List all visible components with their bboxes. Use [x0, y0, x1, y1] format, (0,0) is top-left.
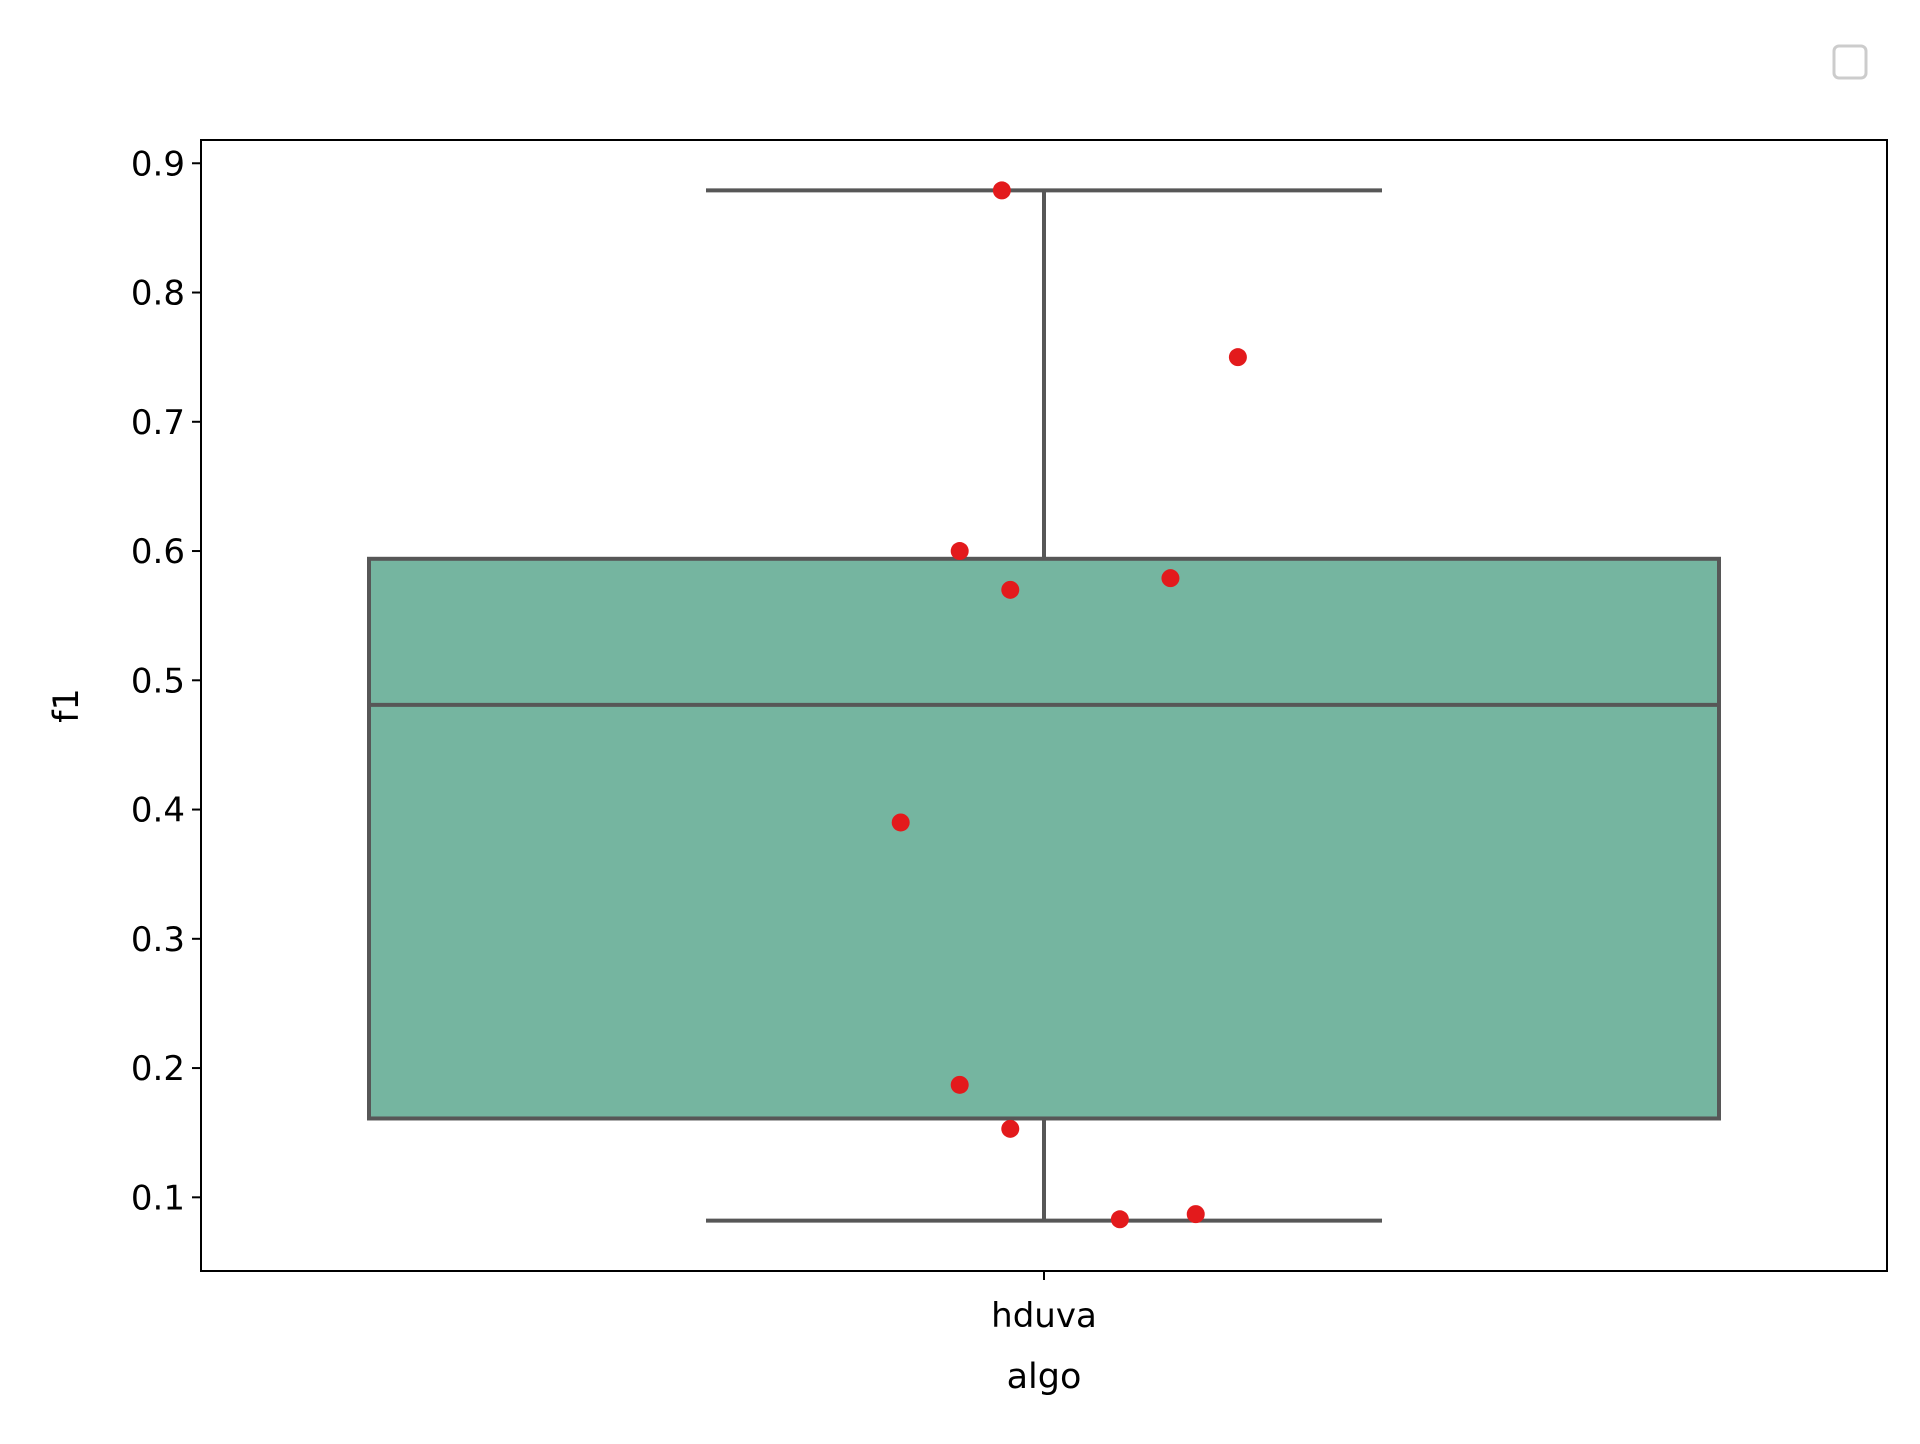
- y-tick-label: 0.1: [131, 1178, 185, 1218]
- x-axis: hduva: [991, 1271, 1097, 1336]
- data-point: [1001, 1119, 1020, 1138]
- points-group: [891, 181, 1247, 1229]
- data-point: [950, 542, 969, 561]
- data-point: [992, 181, 1011, 200]
- data-point: [1228, 348, 1247, 367]
- data-point: [891, 813, 910, 832]
- legend-box: [1832, 44, 1868, 80]
- y-tick-label: 0.2: [131, 1049, 185, 1089]
- x-tick-label: hduva: [991, 1296, 1097, 1336]
- y-tick-label: 0.9: [131, 144, 185, 184]
- y-tick-label: 0.5: [131, 661, 185, 701]
- data-point: [950, 1075, 969, 1094]
- y-tick-label: 0.7: [131, 403, 185, 443]
- y-tick-label: 0.8: [131, 274, 185, 314]
- y-axis-label: f1: [47, 688, 87, 723]
- data-point: [1161, 569, 1180, 588]
- data-point: [1186, 1205, 1205, 1224]
- y-axis: 0.1 0.2 0.3 0.4 0.5 0.6 0.7 0.8 0.9: [131, 144, 201, 1218]
- box-iqr: [367, 556, 1721, 1121]
- data-point: [1110, 1210, 1129, 1229]
- data-point: [1001, 580, 1020, 599]
- y-tick-label: 0.6: [131, 532, 185, 572]
- box-group: [367, 188, 1721, 1223]
- y-tick-label: 0.4: [131, 791, 185, 831]
- legend: [1832, 44, 1868, 80]
- x-axis-label: algo: [1007, 1357, 1082, 1397]
- y-tick-label: 0.3: [131, 920, 185, 960]
